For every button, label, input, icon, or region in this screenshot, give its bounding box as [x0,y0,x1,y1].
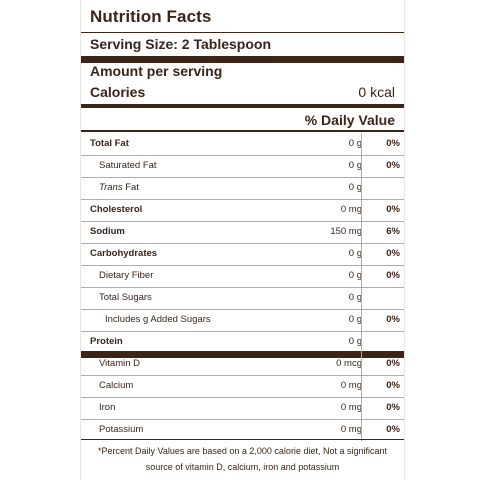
nutrition-title: Nutrition Facts [90,7,212,26]
table-row: Trans Fat 0 g [81,177,404,199]
calories-value: 0 kcal [358,84,395,100]
footnote: *Percent Daily Values are based on a 2,0… [97,446,387,472]
table-row: Vitamin D 0 mcg 0% [81,353,404,375]
table-row: Sodium 150 mg 6% [81,221,404,243]
divider [81,32,404,33]
column-divider [361,287,362,309]
calories-label: Calories [90,84,146,100]
nutrient-percent: 0% [386,314,400,325]
column-divider [361,331,362,353]
row-divider [81,351,404,358]
row-divider [81,155,404,156]
nutrient-name: Saturated Fat [99,160,157,171]
nutrient-amount: 0 g [348,160,362,171]
table-row: Total Sugars 0 g [81,287,404,309]
nutrient-amount: 0 mcg [336,358,362,369]
table-row: Protein 0 g [81,331,404,353]
column-divider [361,265,362,287]
nutrient-name: Dietary Fiber [99,270,154,281]
table-row: Dietary Fiber 0 g 0% [81,265,404,287]
divider [81,130,404,132]
column-divider [361,397,362,419]
nutrient-amount: 0 mg [340,402,362,413]
column-divider [361,177,362,199]
nutrient-percent: 0% [386,424,400,435]
table-row: Includes g Added Sugars 0 g 0% [81,309,404,331]
column-divider [361,155,362,177]
row-divider [81,375,404,376]
table-row: Potassium 0 mg 0% [81,419,404,441]
nutrient-name: Trans Fat [99,182,139,193]
column-divider [361,309,362,331]
table-row: Calcium 0 mg 0% [81,375,404,397]
nutrient-percent: 0% [386,402,400,413]
row-divider [81,199,404,200]
nutrient-amount: 0 g [348,292,362,303]
nutrient-amount: 150 mg [330,226,362,237]
nutrient-percent: 0% [386,358,400,369]
nutrient-amount: 0 mg [340,424,362,435]
table-row: Cholesterol 0 mg 0% [81,199,404,221]
nutrient-name: Carbohydrates [90,248,158,259]
nutrient-name: Potassium [99,424,144,435]
nutrient-name: Cholesterol [90,204,143,215]
nutrient-name: Total Sugars [99,292,152,303]
table-row: Iron 0 mg 0% [81,397,404,419]
nutrient-percent: 0% [386,138,400,149]
daily-value-header: % Daily Value [304,112,395,128]
row-divider [81,221,404,222]
table-row: Total Fat 0 g 0% [81,133,404,155]
nutrient-name-italic: Trans [99,182,123,193]
divider [81,439,404,440]
serving-size: Serving Size: 2 Tablespoon [90,36,272,52]
row-divider [81,243,404,244]
nutrient-amount: 0 g [348,182,362,193]
column-divider [361,419,362,441]
column-divider [361,375,362,397]
thick-divider [81,56,404,63]
nutrient-name: Calcium [99,380,134,391]
nutrient-amount: 0 g [348,336,362,347]
column-divider [361,221,362,243]
amount-per-serving: Amount per serving [90,63,223,79]
nutrient-name-rest: Fat [122,182,139,193]
nutrient-percent: 0% [386,270,400,281]
row-divider [81,287,404,288]
nutrient-name: Sodium [90,226,125,237]
row-divider [81,177,404,178]
column-divider [361,199,362,221]
nutrient-name: Total Fat [90,138,129,149]
nutrient-name: Protein [90,336,123,347]
nutrient-percent: 0% [386,380,400,391]
nutrient-amount: 0 g [348,248,362,259]
nutrition-facts-panel: Nutrition Facts Serving Size: 2 Tablespo… [81,0,404,480]
nutrient-percent: 6% [386,226,400,237]
nutrient-percent: 0% [386,160,400,171]
row-divider [81,265,404,266]
nutrient-name: Vitamin D [99,358,141,369]
nutrient-amount: 0 mg [340,204,362,215]
nutrient-amount: 0 g [348,270,362,281]
row-divider [81,397,404,398]
nutrient-name: Includes g Added Sugars [105,314,211,325]
table-row: Saturated Fat 0 g 0% [81,155,404,177]
medium-divider [81,104,404,108]
nutrient-amount: 0 mg [340,380,362,391]
nutrient-percent: 0% [386,204,400,215]
nutrient-amount: 0 g [348,314,362,325]
row-divider [81,309,404,310]
row-divider [81,419,404,420]
nutrient-name: Iron [99,402,116,413]
row-divider [81,331,404,332]
nutrient-amount: 0 g [348,138,362,149]
column-divider [361,353,362,375]
column-divider [361,243,362,265]
nutrient-percent: 0% [386,248,400,259]
column-divider [361,133,362,155]
table-row: Carbohydrates 0 g 0% [81,243,404,265]
